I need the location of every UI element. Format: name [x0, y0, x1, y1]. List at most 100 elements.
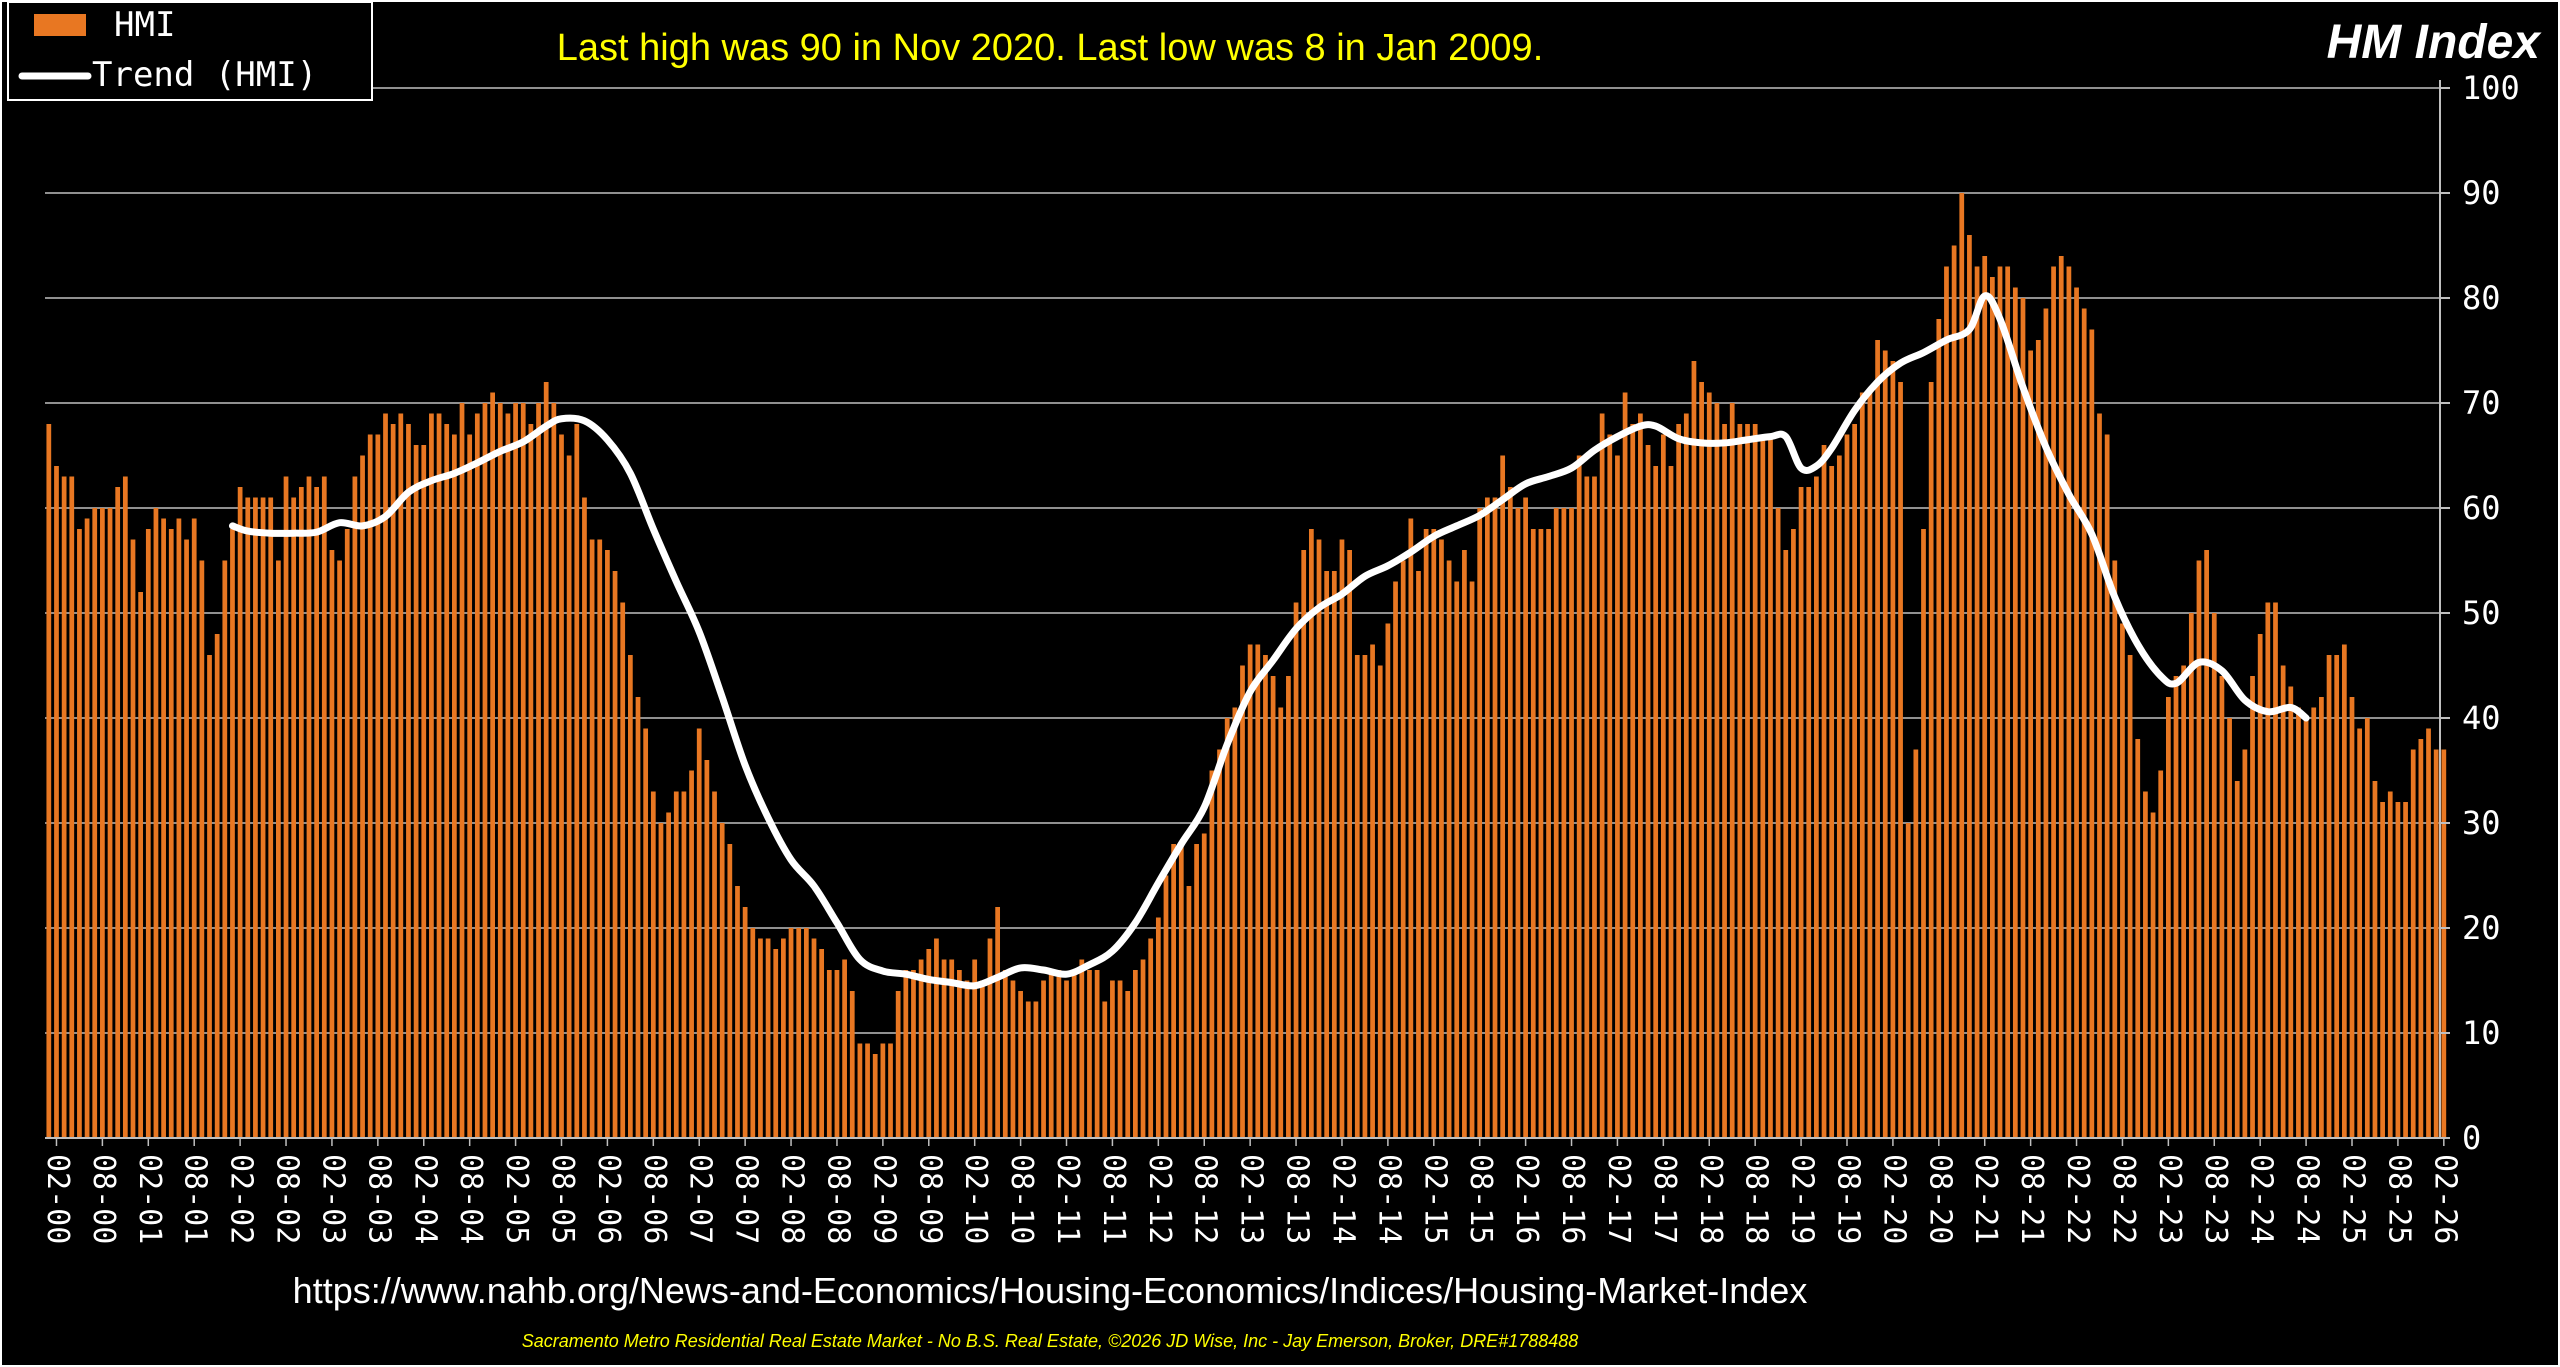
hmi-bar [1898, 382, 1903, 1138]
hmi-bar [2173, 676, 2179, 1138]
hmi-bar [1821, 445, 1827, 1138]
hmi-bar [1439, 539, 1444, 1138]
hmi-bar [918, 959, 924, 1138]
x-tick-label: 08-02 [270, 1154, 305, 1244]
hmi-bar [1377, 665, 1383, 1138]
hmi-bar [1301, 550, 1307, 1138]
hmi-bar [1125, 991, 1131, 1138]
y-tick-label: 10 [2462, 1014, 2501, 1052]
hmi-bar [2081, 308, 2087, 1138]
hmi-bar [742, 907, 748, 1138]
hmi-bar [1538, 529, 1544, 1138]
hmi-bar [1041, 980, 1046, 1138]
hmi-bar [2074, 287, 2079, 1138]
x-tick-label: 02-19 [1785, 1154, 1820, 1244]
x-tick-label: 02-15 [1417, 1154, 1452, 1244]
hmi-bar [1638, 413, 1643, 1138]
legend-label-hmi: HMI [114, 5, 175, 45]
hmi-bar [260, 497, 266, 1138]
hmi-bar [719, 823, 725, 1138]
hmi-bar [2211, 613, 2217, 1138]
hmi-bar [612, 571, 618, 1138]
hmi-bar [1178, 844, 1184, 1138]
hmi-bar [627, 655, 633, 1138]
hmi-bar [1997, 266, 2003, 1138]
x-tick-label: 02-07 [683, 1154, 718, 1244]
hmi-bar [1507, 487, 1513, 1138]
hmi-bar [1875, 340, 1880, 1138]
hmi-bar [2357, 728, 2363, 1138]
x-tick-label: 02-09 [866, 1154, 901, 1244]
hmi-bar [1423, 529, 1429, 1138]
x-tick-label: 08-05 [545, 1154, 580, 1244]
x-tick-label: 08-12 [1188, 1154, 1223, 1244]
hmi-bar [406, 424, 411, 1138]
hmi-bar [1706, 392, 1712, 1138]
hmi-bar [1010, 980, 1016, 1138]
hmi-bar [153, 508, 159, 1138]
hmi-bar [1714, 403, 1720, 1138]
x-tick-label: 02-08 [775, 1154, 810, 1244]
hmi-bar [1561, 508, 1567, 1138]
hmi-bar [1699, 382, 1704, 1138]
x-tick-label: 02-11 [1050, 1154, 1085, 1244]
hmi-bar [1186, 886, 1192, 1138]
y-tick-label: 0 [2462, 1119, 2481, 1157]
hmi-bar [1622, 392, 1628, 1138]
hmi-bar [1974, 266, 1980, 1138]
hmi-bar [398, 413, 404, 1138]
hmi-bar [819, 949, 825, 1138]
x-tick-label: 08-18 [1739, 1154, 1774, 1244]
hmi-bar [1630, 424, 1636, 1138]
hmi-bar [582, 497, 587, 1138]
hmi-bar [2204, 550, 2209, 1138]
hmi-bar [1163, 875, 1169, 1138]
hmi-bar [826, 970, 832, 1138]
hmi-bar [1576, 455, 1582, 1138]
hmi-bar [781, 938, 786, 1138]
hmi-bar [574, 424, 580, 1138]
hmi-bar [1339, 539, 1345, 1138]
hmi-bar [2265, 602, 2271, 1138]
hmi-bar [773, 949, 779, 1138]
hmi-bar [1316, 539, 1322, 1138]
hmi-bar [1240, 665, 1245, 1138]
chart-headline: Last high was 90 in Nov 2020. Last low w… [557, 27, 1544, 69]
hmi-bar [1859, 392, 1865, 1138]
hmi-bar [1760, 434, 1766, 1138]
hmi-bar [1500, 455, 1506, 1138]
x-tick-label: 08-01 [178, 1154, 213, 1244]
source-url-link[interactable]: https://www.nahb.org/News-and-Economics/… [293, 1270, 1808, 1311]
hmi-bar [352, 476, 358, 1138]
hmi-bar [2257, 634, 2263, 1138]
hmi-bar [344, 529, 350, 1138]
x-tick-label: 02-16 [1509, 1154, 1544, 1244]
x-tick-label: 02-24 [2244, 1154, 2279, 1244]
hmi-bar [1155, 917, 1161, 1138]
legend-box [7, 1, 373, 101]
hmi-bar [1882, 350, 1888, 1138]
hmi-bar [69, 476, 75, 1138]
hmi-bar [1944, 266, 1949, 1138]
hmi-bar [92, 508, 98, 1138]
y-tick-label: 50 [2462, 594, 2501, 632]
hmi-bar [2296, 707, 2301, 1138]
hmi-bar [298, 487, 304, 1138]
hmi-bar [750, 928, 756, 1138]
hmi-bar [1553, 508, 1559, 1138]
hmi-bar [505, 413, 511, 1138]
hmi-bar [2288, 686, 2294, 1138]
hmi-bar [490, 392, 495, 1138]
x-tick-label: 02-23 [2152, 1154, 2187, 1244]
x-tick-label: 08-22 [2106, 1154, 2141, 1244]
hmi-bar [100, 508, 105, 1138]
hmi-bar [1293, 602, 1299, 1138]
hmi-bar [107, 508, 113, 1138]
x-tick-label: 02-05 [499, 1154, 534, 1244]
hmi-bar [1599, 413, 1605, 1138]
x-tick-label: 08-04 [453, 1154, 488, 1244]
hmi-bar [122, 476, 128, 1138]
x-tick-label: 08-00 [86, 1154, 121, 1244]
hmi-bar [735, 886, 740, 1138]
hmi-bar [2303, 718, 2309, 1138]
